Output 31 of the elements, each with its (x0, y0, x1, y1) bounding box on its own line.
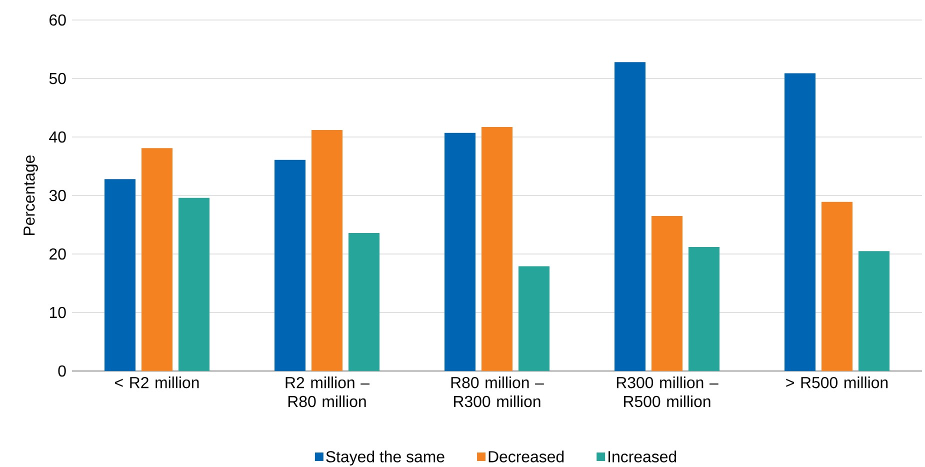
bar (822, 202, 853, 371)
bar (614, 62, 646, 371)
bar (178, 198, 210, 371)
y-tick-label: 40 (49, 131, 66, 143)
bar (518, 266, 550, 371)
y-axis-title: Percentage (24, 155, 38, 235)
bar (142, 148, 172, 371)
bar (348, 232, 380, 371)
x-tick-label: < R2 million (115, 376, 199, 388)
bar (104, 179, 136, 371)
y-tick-label: 20 (50, 248, 66, 260)
legend-label: Increased (608, 450, 676, 462)
bar (312, 130, 343, 371)
bar (444, 132, 476, 371)
legend-label: Stayed the same (326, 450, 444, 466)
x-tick-label: R2 million – R80 million (286, 376, 370, 408)
bar (784, 73, 816, 371)
x-tick-label: R80 million – R300 million (451, 376, 544, 408)
legend-label: Decreased (488, 450, 564, 462)
x-tick-label: > R500 million (786, 376, 888, 388)
bar (858, 251, 890, 371)
y-tick-label: 0 (58, 365, 66, 377)
y-tick-label: 10 (50, 306, 66, 318)
bar (482, 127, 513, 371)
bar (688, 246, 720, 371)
y-tick-label: 30 (49, 190, 66, 202)
x-tick-label: R300 million – R500 million (616, 376, 718, 408)
y-tick-label: 50 (49, 72, 66, 84)
bar (652, 216, 683, 371)
y-tick-label: 60 (50, 14, 66, 26)
bar (274, 160, 306, 371)
